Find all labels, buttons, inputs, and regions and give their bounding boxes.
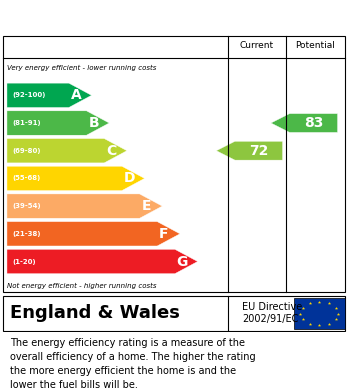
Text: D: D bbox=[124, 171, 135, 185]
Text: (1-20): (1-20) bbox=[12, 258, 36, 264]
Text: 72: 72 bbox=[249, 144, 268, 158]
Text: Potential: Potential bbox=[295, 41, 335, 50]
Polygon shape bbox=[7, 249, 198, 274]
Bar bbox=[294, 298, 345, 329]
Text: (81-91): (81-91) bbox=[12, 120, 41, 126]
Polygon shape bbox=[7, 194, 162, 218]
Polygon shape bbox=[7, 222, 180, 246]
Text: (69-80): (69-80) bbox=[12, 148, 41, 154]
Polygon shape bbox=[7, 111, 109, 135]
Text: Energy Efficiency Rating: Energy Efficiency Rating bbox=[10, 7, 239, 25]
Polygon shape bbox=[216, 141, 283, 160]
Text: C: C bbox=[106, 144, 116, 158]
Text: F: F bbox=[159, 227, 168, 241]
Text: Current: Current bbox=[240, 41, 274, 50]
Text: (55-68): (55-68) bbox=[12, 176, 40, 181]
Text: B: B bbox=[88, 116, 99, 130]
Text: Very energy efficient - lower running costs: Very energy efficient - lower running co… bbox=[7, 65, 156, 72]
Text: (21-38): (21-38) bbox=[12, 231, 41, 237]
Polygon shape bbox=[7, 166, 145, 190]
Text: (39-54): (39-54) bbox=[12, 203, 41, 209]
Text: A: A bbox=[71, 88, 81, 102]
Polygon shape bbox=[7, 83, 92, 108]
Text: (92-100): (92-100) bbox=[12, 92, 46, 98]
Text: EU Directive
2002/91/EC: EU Directive 2002/91/EC bbox=[242, 301, 302, 324]
Text: Not energy efficient - higher running costs: Not energy efficient - higher running co… bbox=[7, 283, 157, 289]
Polygon shape bbox=[271, 114, 338, 133]
Polygon shape bbox=[7, 138, 127, 163]
Text: 83: 83 bbox=[304, 116, 323, 130]
Text: The energy efficiency rating is a measure of the
overall efficiency of a home. T: The energy efficiency rating is a measur… bbox=[10, 338, 256, 390]
Text: G: G bbox=[177, 255, 188, 269]
Text: E: E bbox=[141, 199, 151, 213]
Text: England & Wales: England & Wales bbox=[10, 305, 180, 323]
